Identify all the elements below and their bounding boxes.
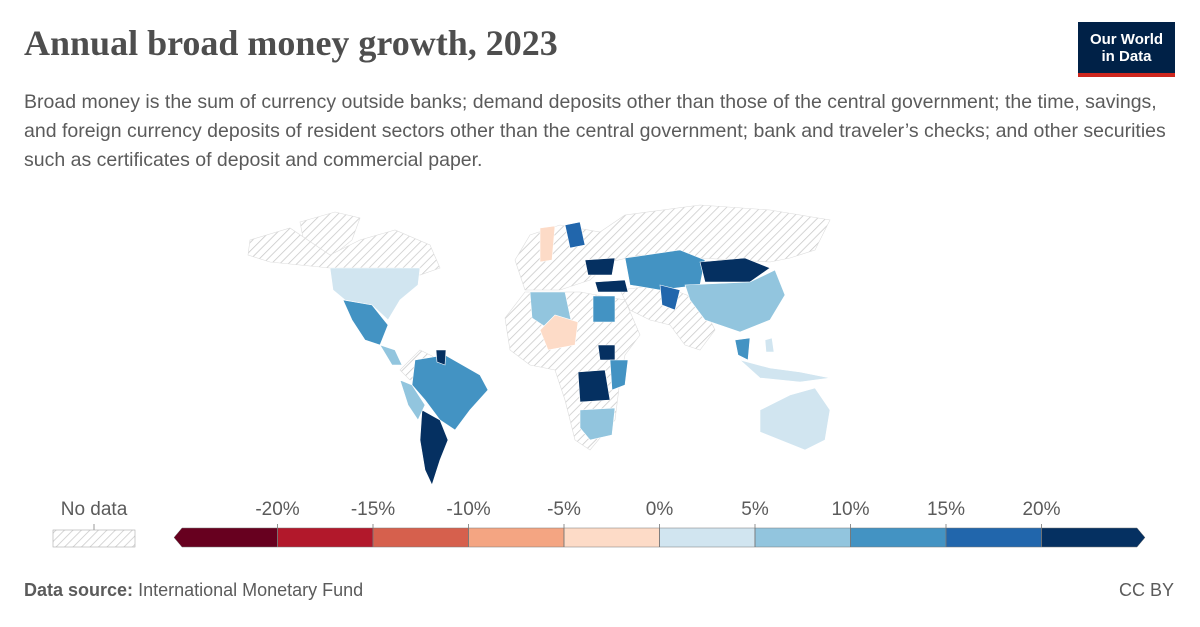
region[interactable] bbox=[577, 369, 611, 403]
no-data-label: No data bbox=[61, 499, 128, 520]
legend-bin bbox=[468, 527, 565, 548]
region[interactable] bbox=[435, 349, 447, 366]
license[interactable]: CC BY bbox=[1118, 580, 1174, 600]
legend-bin bbox=[1041, 527, 1146, 548]
legend-bin bbox=[173, 527, 278, 548]
legend-bin bbox=[850, 527, 947, 548]
region[interactable] bbox=[539, 314, 579, 351]
region[interactable] bbox=[594, 279, 629, 293]
legend-bin bbox=[277, 527, 374, 548]
region[interactable] bbox=[579, 407, 616, 441]
source-label: Data source: bbox=[24, 580, 134, 600]
region[interactable] bbox=[399, 379, 426, 421]
region[interactable] bbox=[329, 267, 421, 321]
region[interactable] bbox=[684, 269, 786, 333]
region[interactable] bbox=[419, 409, 449, 486]
legend-tick-label: -20% bbox=[255, 499, 299, 520]
region[interactable] bbox=[592, 295, 616, 323]
no-data-swatch bbox=[52, 529, 136, 548]
legend-tick-label: 10% bbox=[831, 499, 869, 520]
region[interactable] bbox=[624, 249, 706, 291]
region[interactable] bbox=[539, 225, 556, 263]
footer: Data source: International Monetary Fund bbox=[24, 580, 363, 601]
legend-tick-label: 5% bbox=[741, 499, 769, 520]
legend-tick-label: 15% bbox=[927, 499, 965, 520]
logo-line: in Data bbox=[1101, 48, 1152, 65]
region[interactable] bbox=[597, 344, 616, 361]
region[interactable] bbox=[564, 221, 586, 249]
region[interactable] bbox=[739, 359, 831, 383]
logo[interactable]: Our World in Data bbox=[1078, 22, 1175, 77]
region[interactable] bbox=[699, 257, 771, 283]
legend-tick-label: -10% bbox=[446, 499, 490, 520]
region[interactable] bbox=[659, 284, 681, 311]
legend-bin bbox=[659, 527, 756, 548]
region[interactable] bbox=[759, 387, 831, 451]
legend-bin bbox=[945, 527, 1042, 548]
legend-tick-label: -15% bbox=[351, 499, 395, 520]
source[interactable]: International Monetary Fund bbox=[138, 580, 364, 600]
title: Annual broad money growth, 2023 bbox=[24, 23, 558, 63]
region[interactable] bbox=[379, 344, 403, 366]
legend-bin bbox=[754, 527, 851, 548]
logo-line: Our World bbox=[1089, 31, 1164, 48]
legend-bin bbox=[372, 527, 469, 548]
region[interactable] bbox=[764, 337, 775, 353]
legend-tick-label: 20% bbox=[1022, 499, 1060, 520]
region[interactable] bbox=[247, 227, 441, 276]
legend-tick-label: -5% bbox=[547, 499, 581, 520]
legend-tick-label: 0% bbox=[646, 499, 674, 520]
region[interactable] bbox=[734, 337, 751, 361]
region[interactable] bbox=[609, 359, 629, 391]
region[interactable] bbox=[584, 257, 616, 276]
subtitle: Broad money is the sum of currency outsi… bbox=[24, 91, 1166, 171]
region[interactable] bbox=[411, 354, 489, 431]
legend-bin bbox=[563, 527, 660, 548]
